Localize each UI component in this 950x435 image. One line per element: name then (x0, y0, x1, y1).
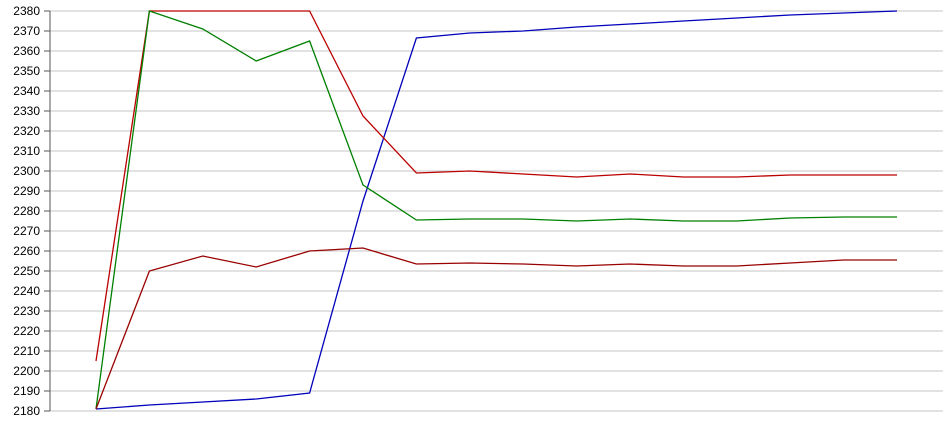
y-tick-label: 2330 (13, 104, 40, 118)
y-tick-label: 2270 (13, 224, 40, 238)
y-tick-label: 2360 (13, 44, 40, 58)
y-tick-label: 2210 (13, 344, 40, 358)
y-tick-label: 2290 (13, 184, 40, 198)
series-blue-line (95, 10, 898, 410)
series-dark-red-line (95, 247, 897, 410)
y-tick-label: 2380 (13, 4, 40, 18)
y-tick-label: 2250 (13, 264, 40, 278)
y-tick-label: 2320 (13, 124, 40, 138)
y-tick-label: 2180 (13, 404, 40, 418)
y-tick-label: 2370 (13, 24, 40, 38)
y-tick-label: 2260 (13, 244, 40, 258)
y-tick-label: 2340 (13, 84, 40, 98)
y-tick-label: 2190 (13, 384, 40, 398)
y-tick-label: 2280 (13, 204, 40, 218)
y-tick-label: 2300 (13, 164, 40, 178)
series-red-line (95, 10, 897, 362)
y-tick-label: 2240 (13, 284, 40, 298)
y-tick-label: 2200 (13, 364, 40, 378)
y-tick-label: 2310 (13, 144, 40, 158)
y-tick-label: 2220 (13, 324, 40, 338)
y-tick-label: 2350 (13, 64, 40, 78)
series-green-line (95, 10, 897, 410)
y-tick-label: 2230 (13, 304, 40, 318)
